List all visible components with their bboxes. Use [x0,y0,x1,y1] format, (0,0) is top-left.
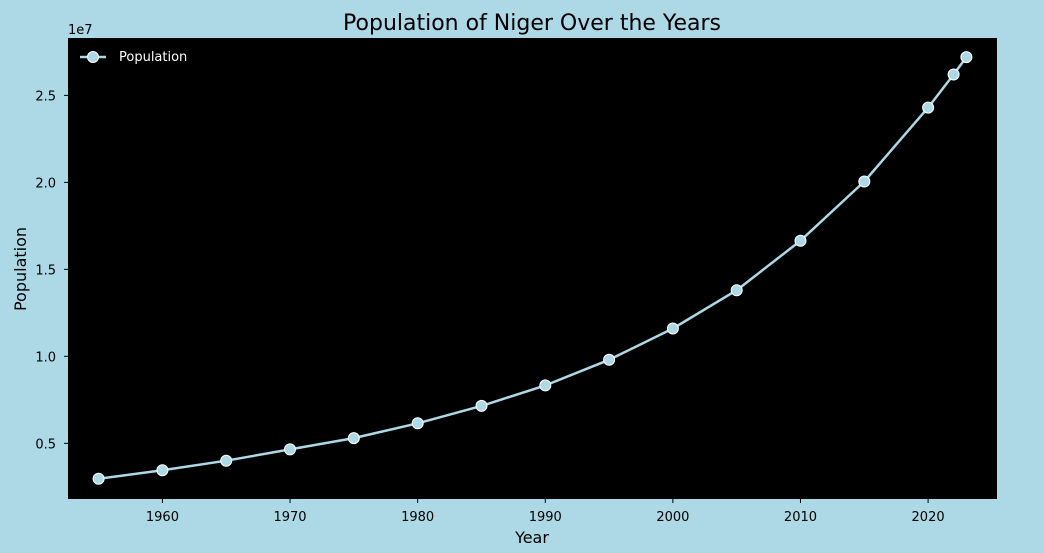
legend-label-population: Population [119,50,187,65]
x-axis-title: Year [514,528,549,547]
plot-area [68,38,997,499]
y-axis-title: Population [11,227,30,311]
series-layer [92,51,973,485]
data-point [539,379,552,392]
x-tick-label: 1990 [529,510,562,525]
x-tick-label: 1960 [146,510,179,525]
data-point [947,68,960,81]
y-tick-label: 0.5 [35,437,56,452]
data-point [220,454,233,467]
data-point [603,353,616,366]
series-line-population [98,56,968,481]
x-axis: 1960 1970 1980 1990 2000 2010 2020 [146,499,945,525]
x-tick-label: 2020 [912,510,945,525]
legend: Population [80,50,187,65]
data-point [922,101,935,114]
y-axis: 0.5 1.0 1.5 2.0 2.5 [35,89,68,452]
legend-marker-swatch [87,51,99,63]
data-point [794,234,807,247]
data-point [411,417,424,430]
data-point [156,464,169,477]
data-point [475,399,488,412]
y-axis-offset-label: 1e7 [68,23,93,38]
x-tick-label: 2000 [656,510,689,525]
data-point [347,432,360,445]
y-tick-label: 2.5 [35,89,56,104]
data-point [960,51,973,64]
data-point [92,472,105,485]
x-tick-label: 1980 [401,510,434,525]
data-point [666,322,679,335]
x-tick-label: 1970 [273,510,306,525]
data-point [730,284,743,297]
data-point [284,443,296,456]
y-tick-label: 1.0 [35,350,56,365]
y-tick-label: 2.0 [35,176,56,191]
y-tick-label: 1.5 [35,263,56,278]
x-tick-label: 2010 [784,510,817,525]
data-point [858,175,871,188]
chart-title: Population of Niger Over the Years [343,11,721,36]
